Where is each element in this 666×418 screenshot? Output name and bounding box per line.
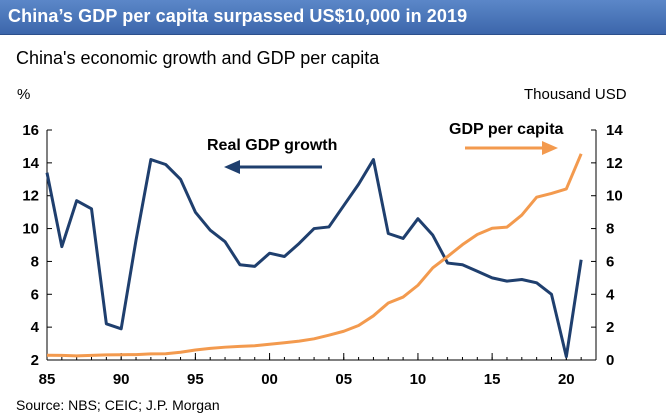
series-line-gdp-per-capita	[46, 153, 583, 358]
left-tick-label: 16	[22, 122, 39, 139]
right-tick-label: 14	[606, 122, 623, 139]
right-tick-label: 2	[606, 319, 614, 336]
left-tick-label: 12	[22, 188, 39, 205]
left-tick-label: 2	[31, 352, 39, 369]
x-tick-label: 85	[39, 371, 56, 388]
right-tick-label: 8	[606, 221, 614, 238]
source-note: Source: NBS; CEIC; J.P. Morgan	[16, 397, 220, 413]
x-tick-label: 10	[410, 371, 427, 388]
left-tick-label: 10	[22, 221, 39, 238]
left-axis-unit: %	[17, 86, 31, 103]
banner-title: China’s GDP per capita surpassed US$10,0…	[8, 6, 468, 26]
right-tick-label: 6	[606, 253, 614, 270]
header-banner: China’s GDP per capita surpassed US$10,0…	[0, 0, 666, 35]
chart-title: China's economic growth and GDP per capi…	[16, 48, 380, 68]
right-tick-label: 10	[606, 188, 623, 205]
right-tick-label: 4	[606, 286, 615, 303]
x-tick-label: 00	[261, 371, 278, 388]
x-tick-label: 20	[558, 371, 575, 388]
left-tick-label: 4	[31, 319, 40, 336]
arrow-head-gdp-per-capita	[542, 141, 558, 155]
arrow-head-real-gdp-growth	[224, 160, 240, 174]
x-tick-label: 90	[113, 371, 130, 388]
x-tick-label: 05	[335, 371, 352, 388]
annotation-real-gdp-growth: Real GDP growth	[207, 137, 337, 154]
left-tick-label: 6	[31, 286, 39, 303]
series-line-real-gdp-growth	[45, 158, 583, 359]
left-tick-label: 8	[31, 253, 39, 270]
right-tick-label: 12	[606, 155, 623, 172]
right-tick-label: 0	[606, 352, 614, 369]
x-tick-label: 95	[187, 371, 204, 388]
right-axis-unit: Thousand USD	[524, 86, 627, 103]
annotation-gdp-per-capita: GDP per capita	[449, 121, 564, 138]
left-tick-label: 14	[22, 155, 39, 172]
x-tick-label: 15	[484, 371, 501, 388]
